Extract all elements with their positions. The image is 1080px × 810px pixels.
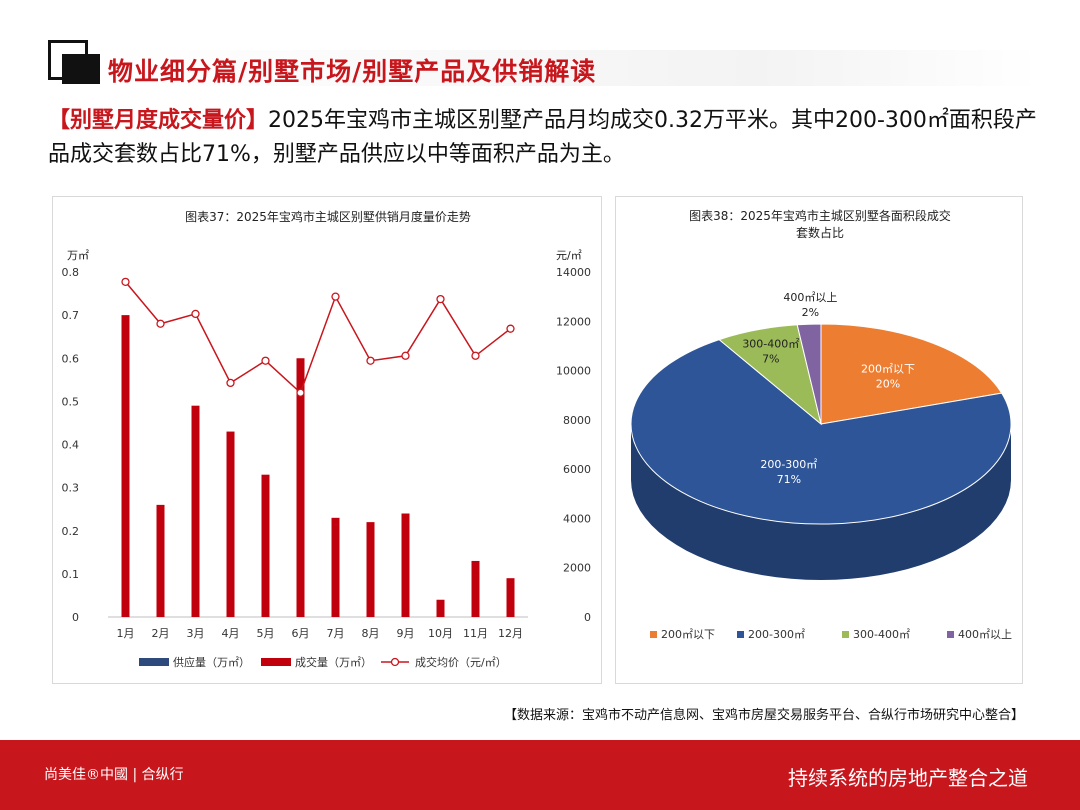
x-axis-tick-label: 10月 xyxy=(428,627,453,640)
monthly-volume-price-chart-panel: 图表37：2025年宝鸡市主城区别墅供销月度量价走势万㎡ 元/㎡ 0 0.1 0.2 0.… xyxy=(52,196,602,684)
right-axis-tick-label: 0 xyxy=(584,611,591,624)
deal-volume-bar xyxy=(156,504,165,617)
right-axis-tick-label: 8000 xyxy=(563,414,591,427)
left-axis-tick-label: 0.3 xyxy=(62,482,80,495)
right-axis-unit: 元/㎡ xyxy=(556,249,582,262)
header-bar xyxy=(100,50,1040,86)
footer-slogan: 持续系统的房地产整合之道 xyxy=(788,766,1028,790)
deal-volume-bar xyxy=(401,513,410,617)
avg-price-line xyxy=(124,281,511,395)
pie-data-label-percent: 2% xyxy=(802,306,819,319)
x-axis-tick-label: 5月 xyxy=(257,627,275,640)
pie-data-label-percent: 20% xyxy=(876,377,900,390)
deal-volume-bar xyxy=(471,560,480,617)
legend-label-supply: 供应量（万㎡） xyxy=(173,655,250,669)
avg-price-point xyxy=(471,351,480,360)
left-axis-tick-label: 0.5 xyxy=(62,395,80,408)
avg-price-point xyxy=(366,356,375,365)
deal-volume-bar xyxy=(366,522,375,617)
pie-title-line-1: 图表38：2025年宝鸡市主城区别墅各面积段成交 xyxy=(689,208,951,223)
deal-volume-bar xyxy=(191,405,200,617)
left-axis-tick-label: 0.8 xyxy=(62,266,80,279)
avg-price-point xyxy=(331,292,340,301)
left-axis-unit: 万㎡ xyxy=(67,249,89,262)
pie-title-line-2: 套数占比 xyxy=(796,225,844,240)
right-axis-tick-label: 12000 xyxy=(556,315,591,328)
summary-text: 2025年宝鸡市主城区别墅产品月均成交0.32万平米。其中200-300㎡面积段… xyxy=(48,108,1037,167)
x-axis-tick-label: 8月 xyxy=(362,627,380,640)
pie-legend-label: 200-300㎡ xyxy=(748,628,805,641)
x-axis-tick-label: 3月 xyxy=(187,627,205,640)
page-title: 物业细分篇/别墅市场/别墅产品及供销解读 xyxy=(108,57,597,86)
deal-volume-bar xyxy=(261,474,270,617)
right-axis-tick-label: 4000 xyxy=(563,512,591,525)
x-axis-tick-label: 12月 xyxy=(498,627,523,640)
pie-legend-swatch xyxy=(650,631,657,638)
legend-swatch-supply xyxy=(139,658,169,666)
pie-data-label-name: 200㎡以下 xyxy=(861,362,915,375)
avg-price-point xyxy=(156,319,165,328)
pie-legend-swatch xyxy=(947,631,954,638)
data-source-note: 【数据来源：宝鸡市不动产信息网、宝鸡市房屋交易服务平台、合纵行市场研究中心整合】 xyxy=(503,708,1024,723)
pie-legend-label: 400㎡以上 xyxy=(958,628,1012,641)
pie-slice xyxy=(630,339,1012,525)
pie-legend-swatch xyxy=(737,631,744,638)
avg-price-point xyxy=(121,277,130,287)
header-logo-square-filled xyxy=(62,54,100,84)
legend-swatch-deal xyxy=(261,658,291,666)
pie-data-label-percent: 71% xyxy=(777,473,801,486)
summary-paragraph: 【别墅月度成交量价】2025年宝鸡市主城区别墅产品月均成交0.32万平米。其中2… xyxy=(48,104,1038,172)
summary-tag: 【别墅月度成交量价】 xyxy=(48,108,269,133)
left-axis-tick-label: 0.2 xyxy=(62,525,80,538)
pie-data-label-percent: 7% xyxy=(762,353,779,366)
left-axis-tick-label: 0.1 xyxy=(62,568,80,581)
legend-marker-price xyxy=(390,657,400,667)
pie-legend-label: 200㎡以下 xyxy=(661,628,715,641)
pie-data-label-name: 300-400㎡ xyxy=(742,338,799,351)
pie-slice-side xyxy=(631,424,1011,580)
avg-price-point xyxy=(436,294,445,304)
pie-data-label-name: 400㎡以上 xyxy=(783,291,837,304)
pie-legend-label: 300-400㎡ xyxy=(853,628,910,641)
avg-price-point xyxy=(261,356,270,365)
x-axis-tick-label: 1月 xyxy=(117,627,135,640)
deal-volume-bar xyxy=(296,358,305,617)
legend-label-price: 成交均价（元/㎡） xyxy=(415,655,507,669)
avg-price-point xyxy=(401,351,410,360)
avg-price-point xyxy=(226,378,235,388)
left-axis-tick-label: 0.4 xyxy=(62,439,80,452)
pie-legend-swatch xyxy=(842,631,849,638)
pie-slice xyxy=(796,323,822,425)
avg-price-point xyxy=(506,324,515,333)
x-axis-tick-label: 4月 xyxy=(222,627,240,640)
chart-title: 图表37：2025年宝鸡市主城区别墅供销月度量价走势 xyxy=(185,209,471,224)
avg-price-point xyxy=(191,309,200,319)
deal-volume-bar xyxy=(506,578,515,617)
left-axis-tick-label: 0.7 xyxy=(62,309,80,322)
deal-volume-bar xyxy=(226,431,235,617)
right-axis-tick-label: 10000 xyxy=(556,365,591,378)
x-axis-tick-label: 11月 xyxy=(463,627,488,640)
x-axis-tick-label: 9月 xyxy=(397,627,415,640)
legend-label-deal: 成交量（万㎡） xyxy=(295,655,372,669)
deal-volume-bar xyxy=(331,517,340,617)
x-axis-tick-label: 6月 xyxy=(292,627,310,640)
area-segment-pie-chart-panel: 图表38：2025年宝鸡市主城区别墅各面积段成交 套数占比 200㎡以下 20% 200… xyxy=(615,196,1023,684)
deal-volume-bar xyxy=(436,599,445,617)
footer-logo: 尚美佳®中國 | 合纵行 xyxy=(44,767,184,783)
x-axis-tick-label: 2月 xyxy=(152,627,170,640)
footer-bar xyxy=(0,740,1080,810)
left-axis-tick-label: 0.6 xyxy=(62,352,80,365)
left-axis-tick-label: 0 xyxy=(72,611,79,624)
pie-data-label-name: 200-300㎡ xyxy=(760,458,817,471)
deal-volume-bar xyxy=(121,315,130,617)
pie-slice xyxy=(820,323,1003,425)
right-axis-tick-label: 2000 xyxy=(563,562,591,575)
x-axis-tick-label: 7月 xyxy=(327,627,345,640)
right-axis-tick-label: 14000 xyxy=(556,266,591,279)
avg-price-point xyxy=(296,388,305,397)
right-axis-tick-label: 6000 xyxy=(563,463,591,476)
